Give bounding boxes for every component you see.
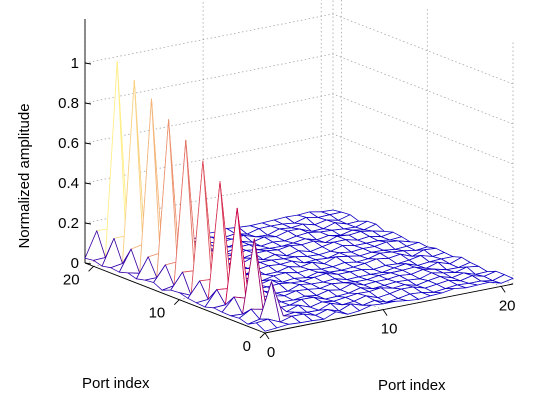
z-tick-label: 0.8 xyxy=(58,95,79,112)
y-tick-label: 10 xyxy=(381,321,398,338)
z-tick xyxy=(84,222,92,225)
y-tick-label: 20 xyxy=(499,297,516,314)
z-tick xyxy=(84,262,92,265)
y-tick-label: 0 xyxy=(267,344,275,361)
z-tick-label: 0.4 xyxy=(58,175,79,192)
x-tick xyxy=(88,266,94,272)
z-tick xyxy=(84,182,92,185)
mesh-cell xyxy=(255,318,278,332)
y-tick xyxy=(382,309,388,316)
y-tick xyxy=(264,332,270,340)
axis-lines xyxy=(84,19,514,340)
grid-line xyxy=(84,13,514,85)
grid-line xyxy=(84,53,514,125)
x-tick-label: 20 xyxy=(63,271,80,288)
x-tick xyxy=(173,299,180,305)
y-axis-label-right: Port index xyxy=(378,377,446,394)
z-axis-label: Normalized amplitude xyxy=(16,103,33,248)
z-tick-label: 0.6 xyxy=(58,135,79,152)
z-tick-label: 0 xyxy=(71,255,79,272)
x-axis-line xyxy=(84,262,266,334)
z-tick-label: 1 xyxy=(71,55,79,72)
y-axis-line xyxy=(264,283,514,334)
x-tick-label: 0 xyxy=(243,338,251,355)
surface-mesh xyxy=(84,61,514,332)
x-tick-label: 10 xyxy=(149,305,166,322)
z-tick xyxy=(84,62,92,65)
z-tick xyxy=(84,102,92,105)
z-tick-label: 0.2 xyxy=(58,215,79,232)
z-tick xyxy=(84,142,92,145)
x-tick xyxy=(259,332,266,339)
y-tick xyxy=(500,286,506,293)
x-axis-label-left: Port index xyxy=(82,375,150,392)
